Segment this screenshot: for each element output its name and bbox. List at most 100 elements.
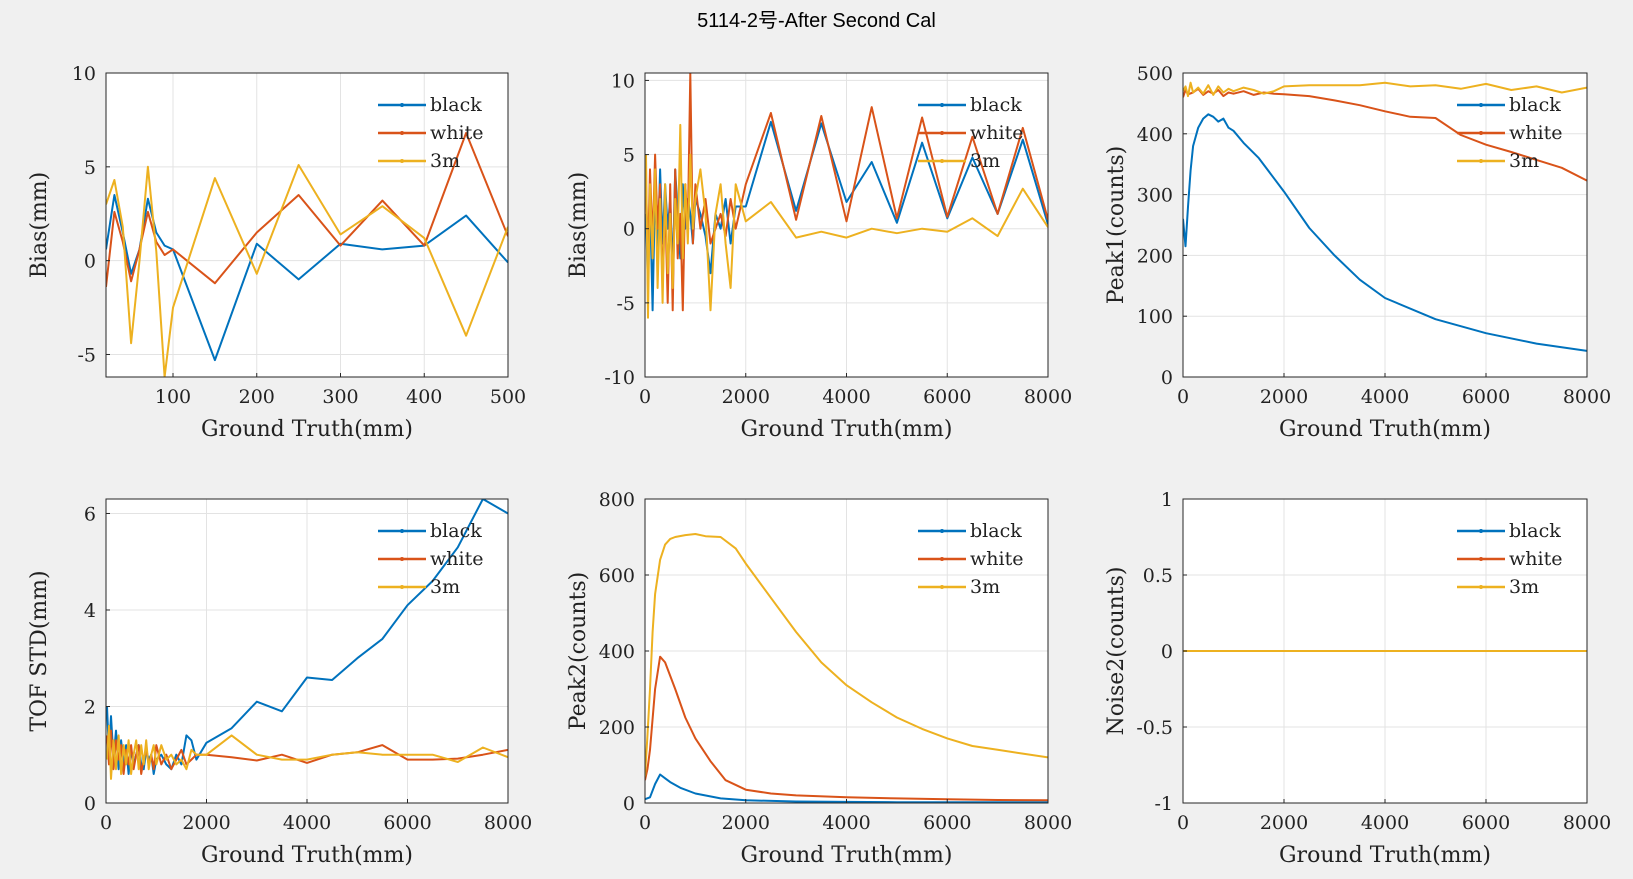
y-axis-label: Peak2(counts) — [566, 572, 591, 730]
y-tick-label: 200 — [599, 717, 635, 739]
y-tick-label: 0 — [623, 793, 635, 815]
x-tick-label: 200 — [239, 386, 275, 408]
legend-label-black: black — [1509, 94, 1561, 116]
legend-marker-white — [400, 131, 404, 135]
y-tick-label: 400 — [599, 641, 635, 663]
y-tick-label: 5 — [623, 145, 635, 167]
x-tick-label: 0 — [1177, 386, 1189, 408]
legend-marker-white — [940, 131, 944, 135]
series-line-3m — [106, 724, 508, 780]
x-tick-label: 0 — [639, 812, 651, 834]
legend-marker-3m — [940, 159, 944, 163]
series-line-black — [645, 773, 1048, 803]
y-axis-label: Bias(mm) — [566, 172, 591, 279]
x-tick-label: 100 — [155, 386, 191, 408]
legend-marker-3m — [1479, 159, 1483, 163]
y-tick-label: 10 — [72, 63, 96, 85]
legend-marker-white — [400, 557, 404, 561]
x-tick-label: 8000 — [1563, 812, 1611, 834]
x-tick-label: 0 — [639, 386, 651, 408]
y-tick-label: -5 — [77, 344, 96, 366]
series-line-3m — [1183, 81, 1587, 98]
series-line-white — [645, 655, 1048, 802]
legend-label-3m: 3m — [970, 576, 1000, 598]
legend-label-3m: 3m — [1509, 576, 1539, 598]
x-tick-label: 2000 — [1260, 812, 1308, 834]
y-tick-label: 0 — [1161, 367, 1173, 389]
legend-marker-white — [940, 557, 944, 561]
y-axis-label: Noise2(counts) — [1104, 566, 1129, 735]
legend-label-black: black — [1509, 520, 1561, 542]
legend-label-white: white — [430, 122, 483, 144]
y-tick-label: 200 — [1137, 245, 1173, 267]
legend-marker-black — [1479, 529, 1483, 533]
y-tick-label: 0 — [84, 251, 96, 273]
legend-marker-3m — [1479, 585, 1483, 589]
axes-frame — [105, 72, 509, 378]
x-tick-label: 2000 — [1260, 386, 1308, 408]
x-tick-label: 2000 — [722, 812, 770, 834]
y-tick-label: 0 — [84, 793, 96, 815]
x-tick-label: 6000 — [923, 812, 971, 834]
legend-marker-black — [400, 529, 404, 533]
y-axis-label: Peak1(counts) — [1104, 146, 1129, 304]
series-line-black — [1183, 113, 1587, 352]
x-axis-label: Ground Truth(mm) — [1279, 417, 1491, 442]
x-tick-label: 6000 — [1462, 386, 1510, 408]
y-tick-label: 4 — [84, 600, 96, 622]
x-axis-label: Ground Truth(mm) — [201, 417, 413, 442]
x-tick-label: 6000 — [383, 812, 431, 834]
series-line-3m — [106, 164, 508, 377]
legend-marker-3m — [400, 159, 404, 163]
x-tick-label: 8000 — [484, 812, 532, 834]
x-tick-label: 400 — [406, 386, 442, 408]
x-tick-label: 4000 — [283, 812, 331, 834]
subplot-3: 0 2000 4000 6000 8000 0 100 200 300 400 500 Ground … — [1104, 63, 1611, 442]
x-tick-label: 8000 — [1024, 812, 1072, 834]
legend-label-black: black — [970, 94, 1022, 116]
x-tick-label: 500 — [490, 386, 526, 408]
figure-title: 5114-2号-After Second Cal — [697, 10, 936, 32]
series-line-3m — [645, 123, 1048, 319]
y-tick-label: 10 — [611, 70, 635, 92]
x-tick-label: 8000 — [1024, 386, 1072, 408]
y-tick-label: -1 — [1154, 793, 1173, 815]
x-tick-label: 6000 — [1462, 812, 1510, 834]
series-line-3m — [645, 533, 1048, 777]
y-tick-label: 800 — [599, 489, 635, 511]
x-tick-label: 4000 — [822, 812, 870, 834]
y-tick-label: 500 — [1137, 63, 1173, 85]
legend-label-black: black — [430, 94, 482, 116]
legend-label-white: white — [970, 122, 1023, 144]
legend-marker-3m — [940, 585, 944, 589]
y-axis-label: TOF STD(mm) — [27, 570, 52, 731]
x-tick-label: 0 — [100, 812, 112, 834]
x-tick-label: 2000 — [182, 812, 230, 834]
x-tick-label: 6000 — [923, 386, 971, 408]
y-tick-label: 0.5 — [1143, 565, 1173, 587]
legend-label-3m: 3m — [430, 150, 460, 172]
x-tick-label: 4000 — [1361, 386, 1409, 408]
subplot-5: 0 2000 4000 6000 8000 0 200 400 600 800 Ground Tru… — [566, 489, 1072, 868]
legend-label-white: white — [1509, 548, 1562, 570]
plot-area — [106, 73, 508, 377]
x-tick-label: 8000 — [1563, 386, 1611, 408]
y-tick-label: 400 — [1137, 124, 1173, 146]
legend-label-white: white — [430, 548, 483, 570]
y-tick-label: 2 — [84, 696, 96, 718]
legend-marker-black — [400, 103, 404, 107]
legend-marker-black — [940, 529, 944, 533]
y-tick-label: -10 — [604, 367, 635, 389]
legend-marker-white — [1479, 557, 1483, 561]
x-tick-label: 0 — [1177, 812, 1189, 834]
y-tick-label: -0.5 — [1136, 717, 1173, 739]
y-tick-label: -5 — [616, 293, 635, 315]
y-tick-label: 5 — [84, 157, 96, 179]
subplot-2: 0 2000 4000 6000 8000 -10 -5 0 5 10 Ground Truth(m… — [566, 70, 1072, 442]
legend-marker-3m — [400, 585, 404, 589]
x-tick-label: 2000 — [722, 386, 770, 408]
subplot-4: 0 2000 4000 6000 8000 0 2 4 6 Ground Truth(mm) TOF… — [27, 498, 532, 868]
subplot-6: 0 2000 4000 6000 8000 -1 -0.5 0 0.5 1 Ground Truth… — [1104, 489, 1611, 868]
x-tick-label: 300 — [322, 386, 358, 408]
